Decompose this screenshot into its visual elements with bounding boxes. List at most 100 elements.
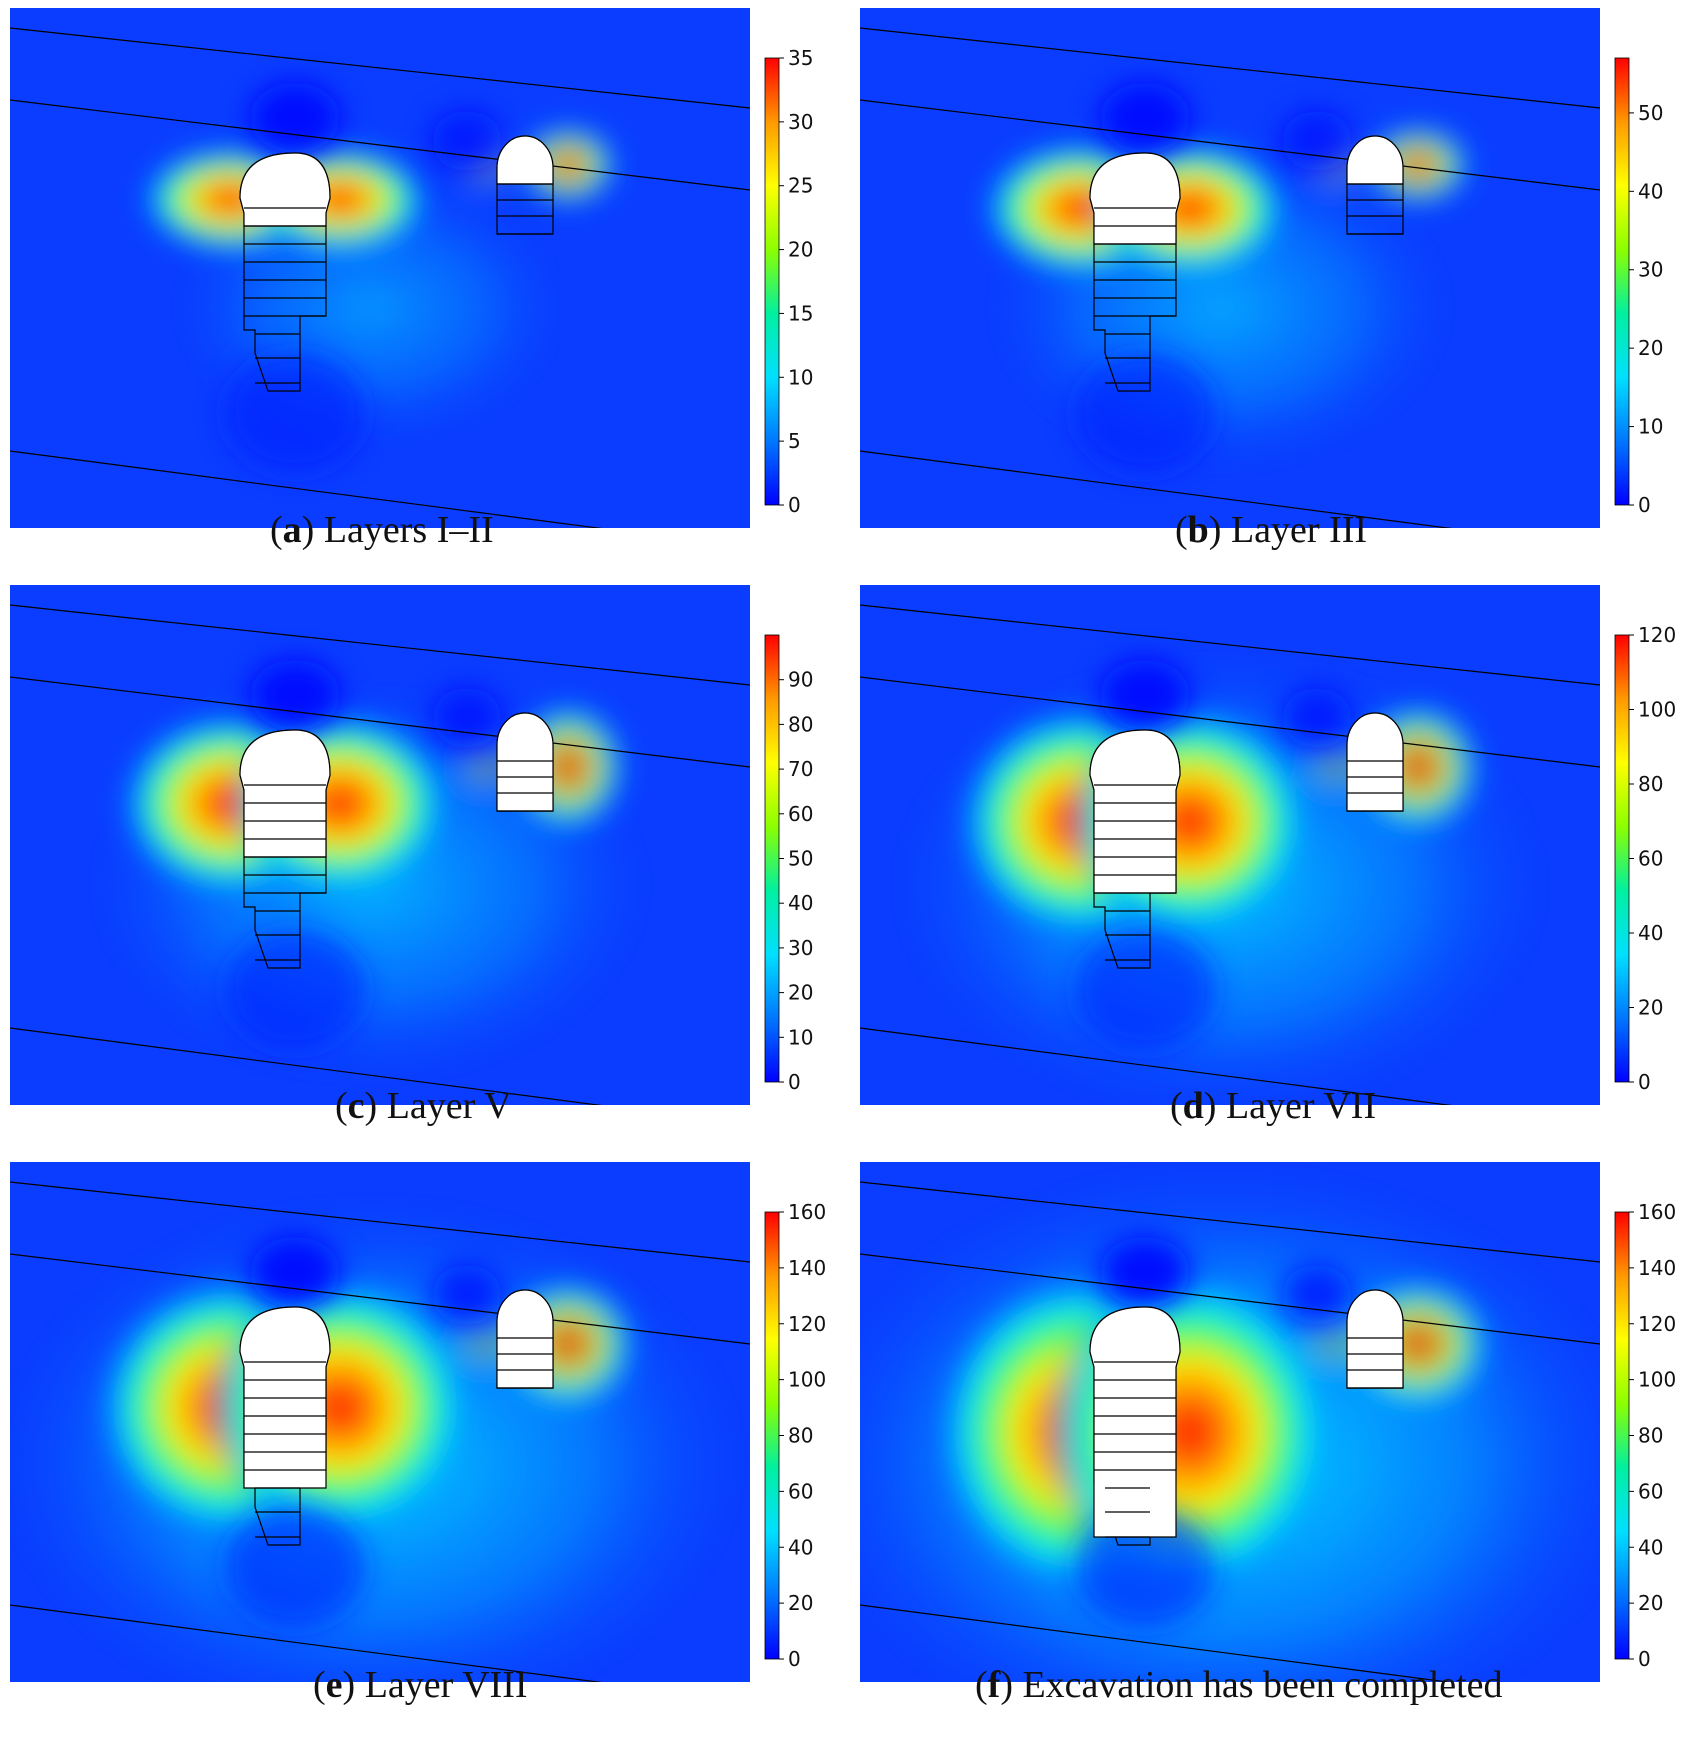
colorbar-tick-label: 100: [788, 1368, 826, 1392]
colorbar-tick-label: 40: [788, 891, 813, 915]
colorbar-tick-label: 90: [788, 668, 813, 692]
main-cavern: [1089, 152, 1181, 392]
main-cavern: [239, 729, 331, 969]
panel-f: 0 20 40 60 80 100 120 140 160: [860, 1162, 1697, 1702]
panel-caption: (f) Excavation has been completed: [975, 1664, 1503, 1706]
stress-field: [10, 585, 750, 1105]
stress-field: [10, 8, 750, 528]
colorbar-tick-label: 100: [1638, 698, 1676, 722]
stress-field: [860, 8, 1600, 528]
stress-field-plot-a: 0 5 10 15 20 25 30 35: [10, 8, 813, 528]
stress-field-plot-f: 0 20 40 60 80 100 120 140 160: [860, 1162, 1676, 1682]
panel-caption: (d) Layer VII: [1170, 1085, 1377, 1127]
panel-caption: (b) Layer III: [1175, 509, 1368, 551]
colorbar-tick-label: 15: [788, 301, 813, 325]
colorbar-tick-label: 160: [788, 1200, 826, 1224]
stratum-boundaries: [10, 604, 750, 1105]
colorbar-tick-label: 120: [788, 1312, 826, 1336]
panel-a: 0 5 10 15 20 25 30 35: [10, 8, 870, 548]
caption-letter: f: [987, 1664, 1001, 1706]
side-tunnel: [1346, 135, 1404, 235]
colorbar-tick-label: 0: [788, 1647, 801, 1671]
caption-text: Layer V: [386, 1085, 512, 1127]
colorbar-tick-label: 60: [1638, 847, 1663, 871]
stratum-boundaries: [10, 27, 750, 528]
colorbar-tick-label: 0: [1638, 1070, 1651, 1094]
colorbar-tick-label: 60: [788, 802, 813, 826]
caption-text: Excavation has been completed: [1022, 1664, 1503, 1706]
main-cavern: [1089, 729, 1181, 969]
main-cavern: [239, 152, 331, 392]
colorbar-tick-label: 30: [788, 936, 813, 960]
colorbar-tick-label: 80: [788, 1424, 813, 1448]
panel-caption: (a) Layers I–II: [270, 509, 494, 551]
caption-letter: e: [325, 1664, 343, 1706]
colorbar-gradient: [1614, 57, 1630, 506]
panel-caption: (c) Layer V: [335, 1085, 512, 1127]
colorbar-tick-label: 5: [788, 429, 801, 453]
colorbar-tick-label: 20: [1638, 1591, 1663, 1615]
colorbar-tick-label: 10: [788, 365, 813, 389]
colorbar-tick-label: 60: [788, 1479, 813, 1503]
colorbar-tick-label: 50: [788, 847, 813, 871]
panel-e: 0 20 40 60 80 100 120 140 160: [10, 1162, 870, 1702]
colorbar-tick-label: 80: [1638, 1424, 1663, 1448]
colorbar-tick-label: 0: [1638, 1647, 1651, 1671]
stratum-boundaries: [860, 27, 1600, 528]
panel-b: 0 10 20 30 40 50: [860, 8, 1697, 548]
colorbar-tick-label: 20: [1638, 336, 1663, 360]
colorbar-tick-label: 20: [788, 1591, 813, 1615]
caption-letter: c: [347, 1085, 365, 1127]
stress-field-plot-e: 0 20 40 60 80 100 120 140 160: [10, 1162, 826, 1682]
colorbar-tick-label: 20: [1638, 996, 1663, 1020]
main-cavern: [239, 1306, 331, 1546]
colorbar-tick-label: 10: [1638, 415, 1663, 439]
colorbar: 0 20 40 60 80 100 120 140 160: [1614, 1200, 1676, 1671]
colorbar-tick-label: 25: [788, 174, 813, 198]
colorbar-tick-label: 0: [788, 493, 801, 517]
panel-c: 0 10 20 30 40 50 60 70 80 90: [10, 585, 870, 1125]
colorbar-tick-label: 30: [1638, 258, 1663, 282]
colorbar-gradient: [764, 57, 780, 506]
colorbar: 0 20 40 60 80 100 120: [1614, 623, 1676, 1094]
colorbar-gradient: [1614, 634, 1630, 1083]
colorbar-tick-label: 120: [1638, 623, 1676, 647]
colorbar-tick-label: 160: [1638, 1200, 1676, 1224]
stratum-boundaries: [10, 1181, 750, 1682]
colorbar: 0 10 20 30 40 50: [1614, 57, 1663, 517]
colorbar-tick-label: 60: [1638, 1479, 1663, 1503]
colorbar-tick-label: 0: [1638, 493, 1651, 517]
panel-caption: (e) Layer VIII: [313, 1664, 528, 1706]
colorbar-gradient: [1614, 1211, 1630, 1660]
caption-letter: a: [282, 509, 302, 551]
main-cavern: [1089, 1306, 1181, 1546]
colorbar-tick-label: 20: [788, 981, 813, 1005]
stratum-boundaries: [860, 1181, 1600, 1682]
colorbar-gradient: [764, 1211, 780, 1660]
stress-field-plot-d: 0 20 40 60 80 100 120: [860, 585, 1676, 1105]
side-tunnel: [496, 1289, 554, 1389]
colorbar-tick-label: 0: [788, 1070, 801, 1094]
colorbar: 0 20 40 60 80 100 120 140 160: [764, 1200, 826, 1671]
stress-field: [860, 1162, 1600, 1682]
side-tunnel: [496, 712, 554, 812]
colorbar-tick-label: 40: [788, 1535, 813, 1559]
colorbar-tick-label: 40: [1638, 921, 1663, 945]
stress-field: [860, 585, 1600, 1105]
colorbar-tick-label: 10: [788, 1025, 813, 1049]
colorbar-tick-label: 120: [1638, 1312, 1676, 1336]
colorbar-tick-label: 20: [788, 238, 813, 262]
stress-field-plot-c: 0 10 20 30 40 50 60 70 80 90: [10, 585, 813, 1105]
caption-text: Layer VIII: [364, 1664, 528, 1706]
colorbar-tick-label: 80: [788, 712, 813, 736]
colorbar: 0 5 10 15 20 25 30 35: [764, 46, 813, 517]
stress-field: [10, 1162, 750, 1682]
caption-letter: d: [1182, 1085, 1204, 1127]
colorbar-tick-label: 100: [1638, 1368, 1676, 1392]
colorbar-tick-label: 30: [788, 110, 813, 134]
panel-d: 0 20 40 60 80 100 120: [860, 585, 1697, 1125]
colorbar: 0 10 20 30 40 50 60 70 80 90: [764, 634, 813, 1094]
colorbar-tick-label: 80: [1638, 772, 1663, 796]
colorbar-gradient: [764, 634, 780, 1083]
stress-field-plot-b: 0 10 20 30 40 50: [860, 8, 1663, 528]
